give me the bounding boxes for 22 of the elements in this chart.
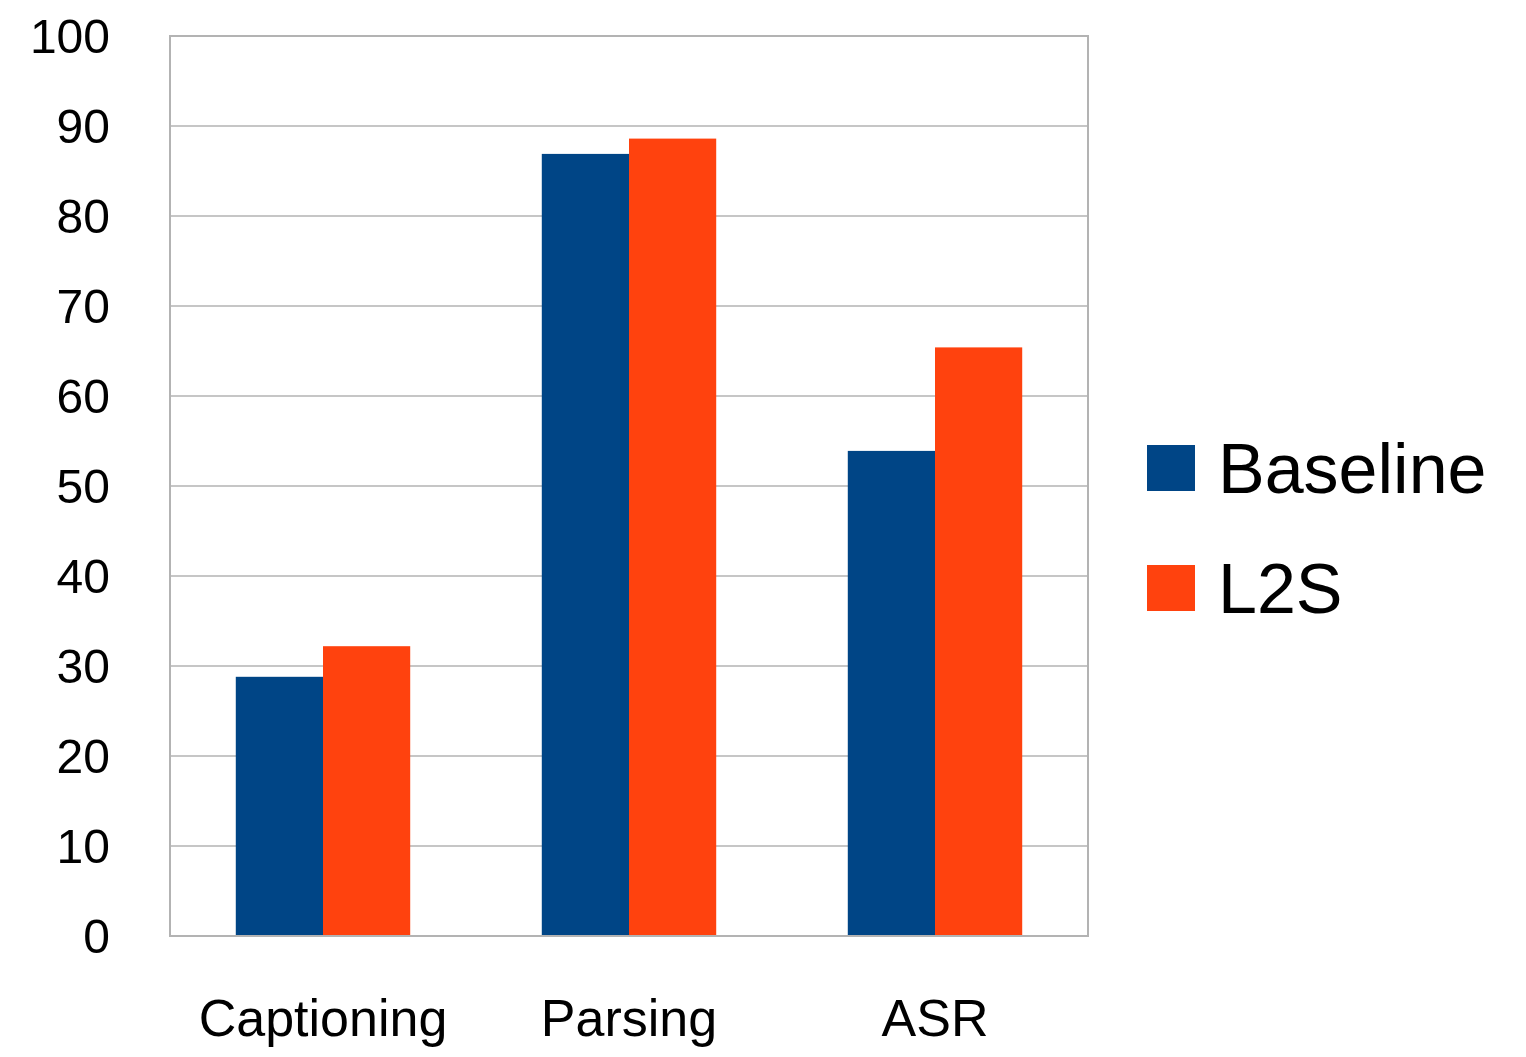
bar [847,450,935,936]
y-tick-label: 60 [56,369,110,423]
bar [935,347,1023,936]
y-tick-label: 40 [56,549,110,603]
bar [323,646,411,936]
bar [629,138,717,936]
legend-label: Baseline [1218,429,1487,508]
legend-label: L2S [1218,549,1343,628]
y-tick-label: 10 [56,819,110,873]
x-tick-label: Captioning [198,989,448,1047]
y-tick-label: 90 [56,99,110,153]
x-tick-label: ASR [881,989,989,1047]
y-tick-label: 80 [56,189,110,243]
y-tick-label: 30 [56,639,110,693]
y-tick-label: 20 [56,729,110,783]
y-tick-label: 100 [29,9,110,63]
x-tick-label: Parsing [540,989,718,1047]
bar [235,676,323,936]
bar [541,153,629,936]
y-tick-label: 0 [83,909,110,963]
y-tick-label: 70 [56,279,110,333]
y-tick-label: 50 [56,459,110,513]
